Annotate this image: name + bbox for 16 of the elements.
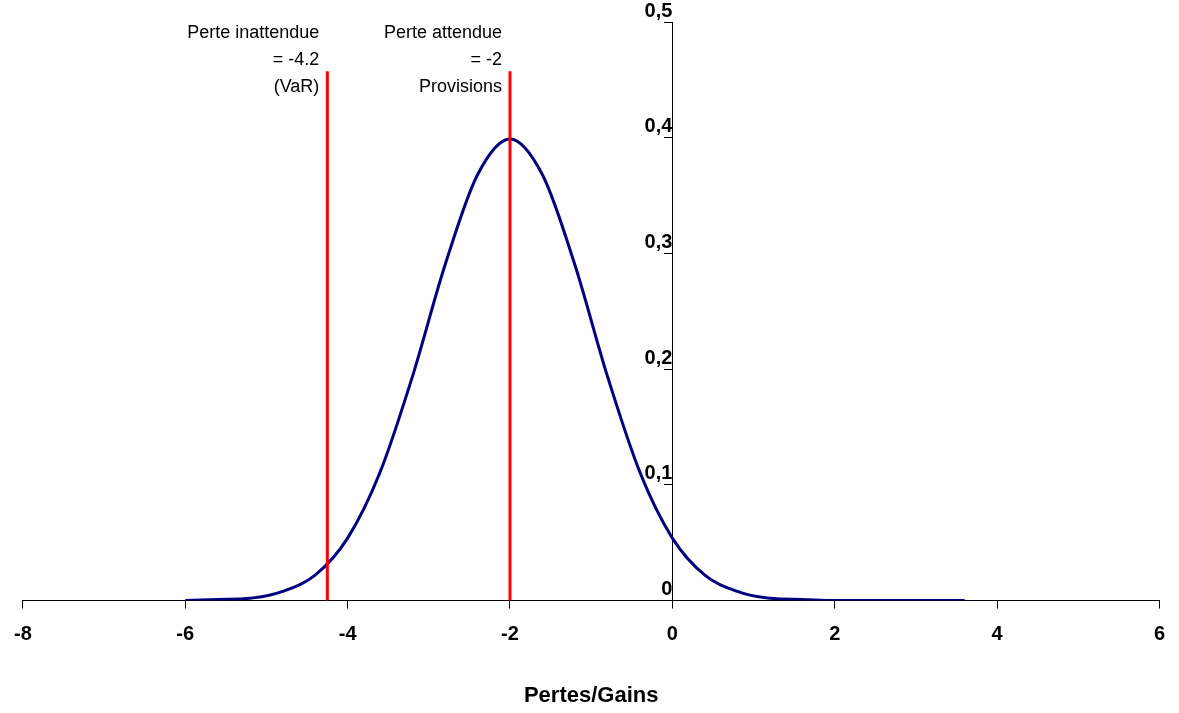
y-tick-label: 0,5 [644, 0, 673, 21]
y-tick-label: 0,2 [644, 345, 673, 368]
y-tick-label: 0,3 [644, 229, 673, 252]
x-tick-label: -6 [176, 622, 195, 645]
y-tick-label: 0,4 [644, 114, 674, 137]
y-tick-label: 0,1 [644, 461, 673, 484]
x-tick-label: -8 [13, 622, 32, 645]
x-tick-label: -2 [501, 622, 519, 645]
x-tick-label: 6 [1153, 622, 1165, 645]
x-axis-title: Pertes/Gains [523, 681, 659, 707]
ref-line-label: Perte attendue = -2 Provisions [383, 21, 502, 96]
x-tick-label: 2 [829, 622, 841, 645]
x-tick-label: -4 [338, 622, 358, 645]
y-tick-label: 0 [661, 577, 673, 600]
ref-line-label: Perte inattendue = -4.2 (VaR) [187, 21, 320, 96]
x-tick-label: 4 [991, 622, 1004, 645]
